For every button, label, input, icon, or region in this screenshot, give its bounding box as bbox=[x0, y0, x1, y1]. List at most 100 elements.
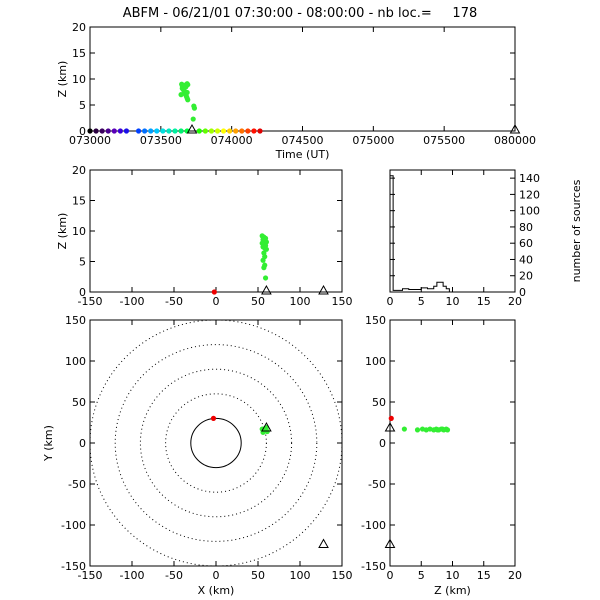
plan-view-ytick-label: -150 bbox=[61, 560, 86, 573]
x-height-station-marker bbox=[318, 284, 329, 295]
time-height-time-marker bbox=[178, 128, 184, 134]
height-y-red-marker bbox=[388, 415, 394, 421]
time-height-time-marker bbox=[239, 128, 245, 134]
time-height-time-marker bbox=[202, 128, 208, 134]
x-height-ytick-label: 5 bbox=[79, 256, 86, 269]
x-height-red-marker bbox=[211, 289, 217, 295]
time-height-time-marker bbox=[111, 128, 117, 134]
time-height-source-point bbox=[184, 81, 190, 87]
x-height-xtick-label: -150 bbox=[78, 295, 103, 308]
plan-view-range-ring bbox=[190, 417, 242, 469]
time-height-xlabel: Time (UT) bbox=[275, 148, 330, 161]
time-height-time-marker bbox=[214, 128, 221, 134]
height-histogram-ytick-label: 140 bbox=[519, 172, 540, 185]
time-height-time-marker bbox=[251, 128, 257, 134]
time-height-source-point bbox=[190, 116, 196, 122]
plan-view-ytick-label: 100 bbox=[65, 355, 86, 368]
plan-view-xtick-label: -100 bbox=[120, 569, 145, 582]
x-height-xtick-label: 0 bbox=[213, 295, 220, 308]
time-height-xtick-label: 074000 bbox=[211, 134, 253, 147]
plan-view-ytick-label: 150 bbox=[65, 314, 86, 327]
height-histogram-xtick-label: 0 bbox=[387, 295, 394, 308]
x-height-ytick-label: 20 bbox=[72, 164, 86, 177]
time-height-ytick-label: 0 bbox=[79, 125, 86, 138]
time-height-time-marker bbox=[154, 128, 160, 134]
plan-view-station-marker bbox=[318, 538, 329, 548]
height-histogram-ytick-label: 0 bbox=[519, 286, 526, 299]
time-height-xtick-label: 074500 bbox=[282, 134, 324, 147]
x-height-ytick-label: 0 bbox=[79, 286, 86, 299]
plan-view-range-ring bbox=[90, 320, 342, 566]
height-y-ytick-label: 0 bbox=[379, 437, 386, 450]
height-histogram-ytick-label: 20 bbox=[519, 270, 533, 283]
plan-view-xtick-label: 0 bbox=[213, 569, 220, 582]
time-height-time-marker bbox=[245, 128, 251, 134]
height-histogram-xtick-label: 10 bbox=[446, 295, 460, 308]
height-y-source-point bbox=[414, 427, 421, 433]
plan-view-xlabel: X (km) bbox=[198, 584, 235, 597]
plan-view-xtick-label: 50 bbox=[251, 569, 265, 582]
x-height-source-point bbox=[261, 265, 267, 271]
time-height-source-point bbox=[185, 97, 191, 103]
x-height-frame bbox=[89, 169, 343, 293]
time-height-time-marker bbox=[148, 128, 154, 134]
x-height-station-marker bbox=[261, 284, 272, 295]
time-height-time-marker bbox=[257, 128, 263, 134]
height-y-source-point bbox=[401, 426, 407, 432]
x-height-xtick-label: 50 bbox=[251, 295, 265, 308]
plan-view-ylabel: Y (km) bbox=[42, 425, 55, 462]
x-height-source-point bbox=[260, 257, 266, 263]
plan-view-ytick-label: -50 bbox=[68, 478, 86, 491]
height-histogram-ytick-label: 40 bbox=[519, 253, 533, 266]
time-height-time-marker bbox=[123, 128, 130, 134]
time-height-time-marker bbox=[99, 128, 105, 134]
time-height-source-point bbox=[184, 89, 190, 96]
time-height-xtick-label: 073000 bbox=[69, 134, 111, 147]
height-histogram-xtick-label: 5 bbox=[418, 295, 425, 308]
height-y-ytick-label: -150 bbox=[361, 560, 386, 573]
plan-view-ytick-label: 0 bbox=[79, 437, 86, 450]
time-height-source-point bbox=[178, 92, 184, 98]
height-y-source-point bbox=[439, 426, 446, 432]
height-histogram-ytick-label: 60 bbox=[519, 237, 533, 250]
height-histogram-step-outline bbox=[389, 175, 515, 293]
height-y-station-marker bbox=[384, 422, 396, 432]
plan-view-range-ring bbox=[114, 344, 318, 542]
time-height-ytick-label: 20 bbox=[72, 21, 86, 34]
x-height-xtick-label: 150 bbox=[332, 295, 353, 308]
time-height-xtick-label: 075500 bbox=[423, 134, 465, 147]
height-histogram-xtick-label: 20 bbox=[508, 295, 522, 308]
height-y-xlabel: Z (km) bbox=[434, 584, 471, 597]
time-height-time-marker bbox=[227, 128, 233, 134]
height-y-ytick-label: 50 bbox=[372, 396, 386, 409]
height-y-frame bbox=[389, 319, 516, 567]
height-histogram-frame bbox=[389, 169, 516, 293]
time-height-ylabel: Z (km) bbox=[56, 61, 69, 98]
plan-view-red-marker bbox=[210, 415, 217, 421]
height-histogram-ylabel: number of sources bbox=[570, 179, 583, 282]
height-y-xtick-label: 0 bbox=[387, 569, 394, 582]
plan-view-xtick-label: -150 bbox=[78, 569, 103, 582]
chart-title: ABFM - 06/21/01 07:30:00 - 08:00:00 - nb… bbox=[123, 6, 478, 21]
height-histogram-ytick-label: 100 bbox=[519, 205, 540, 218]
time-height-xtick-label: 075000 bbox=[352, 134, 394, 147]
plan-view-range-rings bbox=[90, 320, 342, 566]
time-height-time-marker bbox=[160, 128, 166, 134]
plan-view-frame bbox=[89, 319, 343, 567]
time-height-time-marker bbox=[135, 128, 142, 134]
x-height-xtick-label: -50 bbox=[165, 295, 183, 308]
x-height-source-point bbox=[263, 246, 269, 252]
time-height-frame bbox=[89, 26, 516, 132]
time-height-station-marker bbox=[186, 123, 198, 134]
x-height-source-point bbox=[262, 275, 269, 281]
height-y-ytick-label: -50 bbox=[368, 478, 386, 491]
height-y-xtick-label: 15 bbox=[477, 569, 491, 582]
plan-view-xtick-label: -50 bbox=[165, 569, 183, 582]
time-height-time-marker bbox=[105, 128, 111, 134]
height-y-xtick-label: 20 bbox=[508, 569, 522, 582]
plan-view-station-marker bbox=[261, 422, 272, 432]
plan-view-ytick-label: -100 bbox=[61, 519, 86, 532]
time-height-time-marker bbox=[233, 128, 239, 134]
height-y-station-marker bbox=[384, 538, 396, 548]
